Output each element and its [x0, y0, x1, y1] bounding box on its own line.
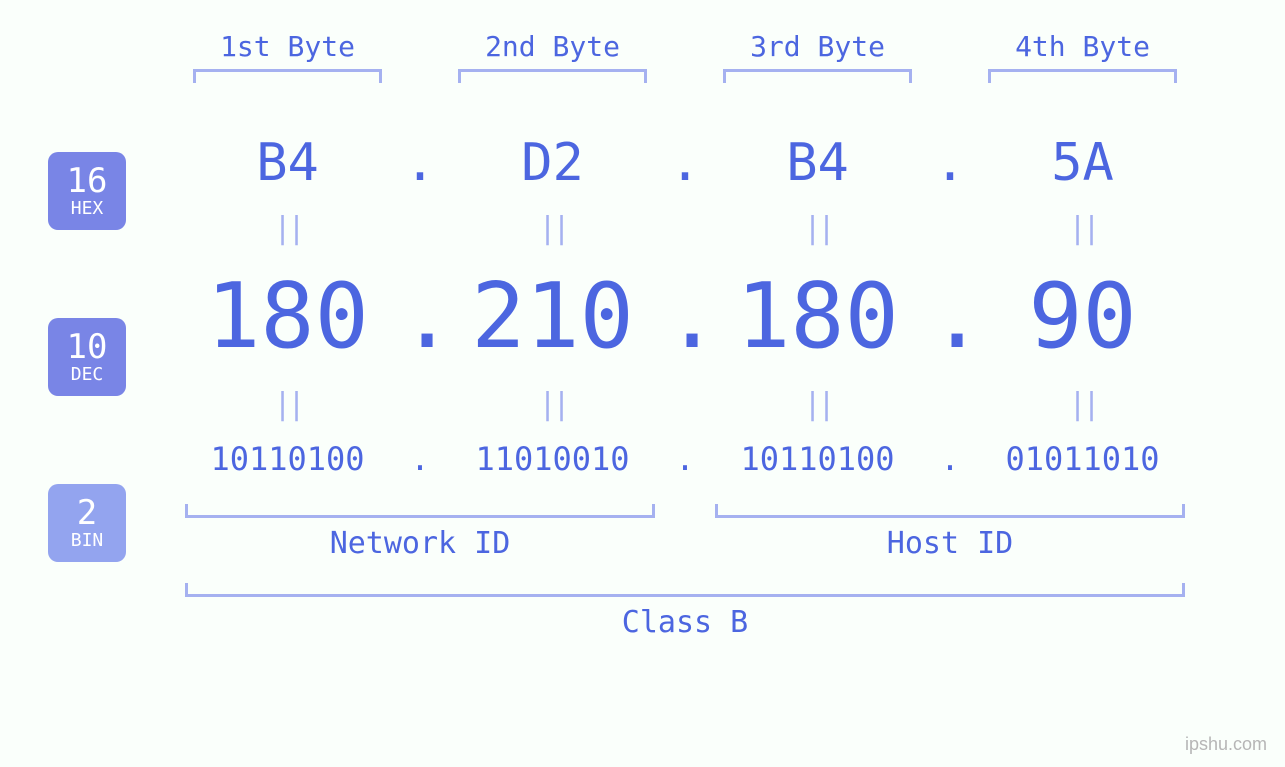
hex-byte-4: 5A [970, 133, 1195, 193]
class-row: Class B [175, 583, 1195, 640]
hex-byte-1: B4 [175, 133, 400, 193]
byte-header-2: 2nd Byte [440, 30, 665, 63]
badge-bin: 2 BIN [48, 484, 126, 562]
badge-dec-label: DEC [71, 366, 104, 384]
bracket-icon [185, 504, 655, 518]
bracket-icon [715, 504, 1185, 518]
host-id-label: Host ID [705, 526, 1195, 561]
dec-byte-3: 180 [705, 264, 930, 369]
byte-header-row: 1st Byte 2nd Byte 3rd Byte 4th Byte [175, 30, 1195, 69]
equals-icon: || [705, 211, 930, 246]
dec-byte-1: 180 [175, 264, 400, 369]
dot-separator: . [665, 264, 705, 369]
badge-hex: 16 HEX [48, 152, 126, 230]
bin-byte-3: 10110100 [705, 440, 930, 478]
dot-separator: . [400, 440, 440, 478]
dot-separator: . [400, 264, 440, 369]
dot-separator: . [930, 440, 970, 478]
badge-bin-label: BIN [71, 532, 104, 550]
equals-icon: || [440, 387, 665, 422]
equals-icon: || [705, 387, 930, 422]
equals-icon: || [175, 387, 400, 422]
equals-icon: || [175, 211, 400, 246]
equals-row-2: || || || || [175, 369, 1195, 440]
badge-dec: 10 DEC [48, 318, 126, 396]
network-host-row: Network ID Host ID [175, 504, 1195, 561]
byte-header-4: 4th Byte [970, 30, 1195, 63]
badge-dec-num: 10 [67, 330, 108, 364]
hex-byte-3: B4 [705, 133, 930, 193]
equals-icon: || [440, 211, 665, 246]
equals-row-1: || || || || [175, 193, 1195, 264]
equals-icon: || [970, 387, 1195, 422]
dot-separator: . [930, 264, 970, 369]
equals-icon: || [970, 211, 1195, 246]
bin-byte-2: 11010010 [440, 440, 665, 478]
byte-header-3: 3rd Byte [705, 30, 930, 63]
dec-byte-2: 210 [440, 264, 665, 369]
dot-separator: . [665, 440, 705, 478]
bracket-icon [185, 583, 1185, 597]
bracket-icon [458, 69, 647, 83]
network-id-label: Network ID [175, 526, 665, 561]
hex-row: B4 . D2 . B4 . 5A [175, 133, 1195, 193]
byte-header-1: 1st Byte [175, 30, 400, 63]
watermark: ipshu.com [1185, 734, 1267, 755]
dec-row: 180 . 210 . 180 . 90 [175, 264, 1195, 369]
dot-separator: . [930, 133, 970, 193]
dot-separator: . [665, 133, 705, 193]
bin-row: 10110100 . 11010010 . 10110100 . 0101101… [175, 440, 1195, 478]
bracket-icon [988, 69, 1177, 83]
bin-byte-4: 01011010 [970, 440, 1195, 478]
dec-byte-4: 90 [970, 264, 1195, 369]
dot-separator: . [400, 133, 440, 193]
hex-byte-2: D2 [440, 133, 665, 193]
badge-hex-label: HEX [71, 200, 104, 218]
bracket-icon [723, 69, 912, 83]
class-label: Class B [175, 605, 1195, 640]
badge-hex-num: 16 [67, 164, 108, 198]
byte-bracket-row [175, 69, 1195, 83]
diagram: 1st Byte 2nd Byte 3rd Byte 4th Byte B4 .… [175, 30, 1195, 640]
bracket-icon [193, 69, 382, 83]
badge-bin-num: 2 [77, 496, 97, 530]
bin-byte-1: 10110100 [175, 440, 400, 478]
